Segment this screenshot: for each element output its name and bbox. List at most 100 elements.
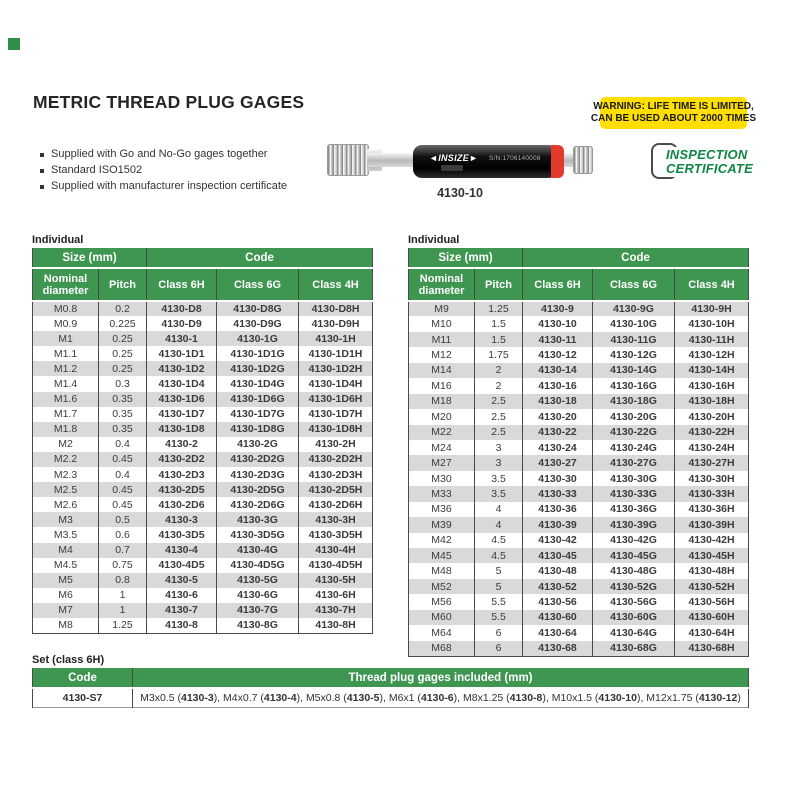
set-col-code: Code xyxy=(32,668,133,689)
inspection-certificate-logo: INSPECTION CERTIFICATE xyxy=(651,143,763,181)
code-cell: 4130-2D3 xyxy=(146,467,218,483)
code-cell: 4130-3G xyxy=(216,512,300,528)
code-cell: 4130-D8H xyxy=(298,301,374,317)
bullet-icon xyxy=(40,152,44,157)
code-cell: 4130-12G xyxy=(592,347,676,363)
pitch-cell: 5 xyxy=(473,578,524,595)
code-cell: 4130-64G xyxy=(592,625,676,641)
set-table: Code Thread plug gages included (mm) 413… xyxy=(32,668,749,708)
code-cell: 4130-2D3H xyxy=(298,467,374,483)
code-cell: 4130-11H xyxy=(674,331,750,348)
code-cell: 4130-16H xyxy=(674,378,750,394)
individual-table-left: Size (mm) Code Nominal diameter Pitch Cl… xyxy=(31,248,374,634)
set-items: M3x0.5 (4130-3), M4x0.7 (4130-4), M5x0.8… xyxy=(132,688,749,707)
code-cell: 4130-7G xyxy=(216,602,300,618)
code-cell: 4130-2D2G xyxy=(216,451,300,468)
code-cell: 4130-10 xyxy=(522,316,594,332)
code-cell: 4130-6G xyxy=(216,587,300,603)
included-gage-code: 4130-5 xyxy=(346,691,380,704)
pitch-cell: 2 xyxy=(473,362,524,379)
included-gage-code: 4130-10 xyxy=(598,691,637,704)
included-gage-code: 4130-4 xyxy=(263,691,297,704)
code-cell: 4130-24 xyxy=(522,439,594,456)
code-cell: 4130-27G xyxy=(592,455,676,471)
nominal-diameter-cell: M16 xyxy=(408,378,475,394)
warning-line-2: CAN BE USED ABOUT 2000 TIMES xyxy=(590,113,757,124)
set-data-row: 4130-S7 M3x0.5 (4130-3), M4x0.7 (4130-4)… xyxy=(32,688,749,707)
code-cell: 4130-11G xyxy=(592,331,676,348)
included-gage-code: 4130-8 xyxy=(509,691,543,704)
table-row: M2.3 0.4 4130-2D3 4130-2D3G 4130-2D3H xyxy=(32,467,374,483)
pitch-cell: 4.5 xyxy=(473,548,524,564)
right-tbody: M9 1.25 4130-9 4130-9G 4130-9H M10 1.5 4130-10 4… xyxy=(408,301,750,657)
nominal-diameter-cell: M14 xyxy=(408,362,475,379)
page-title: METRIC THREAD PLUG GAGES xyxy=(33,92,305,112)
nominal-diameter-cell: M12 xyxy=(408,347,475,363)
bullet-icon xyxy=(40,184,44,189)
table-row: M14 2 4130-14 4130-14G 4130-14H xyxy=(408,362,750,379)
thread-plug-gage-image: ◄INSIZE► S/N:1706140008 4130-10 xyxy=(327,138,593,202)
nominal-diameter-cell: M10 xyxy=(408,316,475,332)
table-row: M0.9 0.225 4130-D9 4130-D9G 4130-D9H xyxy=(32,316,374,332)
pitch-cell: 0.25 xyxy=(97,346,148,362)
corner-mark xyxy=(8,38,20,50)
code-cell: 4130-24H xyxy=(674,439,750,456)
code-cell: 4130-14 xyxy=(522,362,594,379)
code-cell: 4130-5G xyxy=(216,572,300,588)
pitch-cell: 5.5 xyxy=(473,594,524,610)
col-class-6h: Class 6H xyxy=(522,268,594,302)
set-code-cell: 4130-S7 xyxy=(32,688,133,707)
table-row: M2.5 0.45 4130-2D5 4130-2D5G 4130-2D5H xyxy=(32,482,374,498)
size-group-header: Size (mm) xyxy=(407,248,524,269)
code-cell: 4130-14H xyxy=(674,362,750,379)
product-code-caption: 4130-10 xyxy=(437,186,483,200)
code-cell: 4130-1D4H xyxy=(298,376,374,392)
code-cell: 4130-56G xyxy=(592,594,676,610)
pitch-cell: 0.45 xyxy=(97,451,148,468)
nominal-diameter-cell: M52 xyxy=(408,578,475,595)
code-cell: 4130-20G xyxy=(592,409,676,425)
pitch-cell: 0.5 xyxy=(97,512,148,528)
code-cell: 4130-39H xyxy=(674,517,750,533)
col-class-6g: Class 6G xyxy=(592,268,676,302)
nominal-diameter-cell: M1.4 xyxy=(32,376,99,392)
pitch-cell: 0.225 xyxy=(97,316,148,332)
nominal-diameter-cell: M1.1 xyxy=(32,346,99,362)
code-cell: 4130-48G xyxy=(592,563,676,579)
code-cell: 4130-36 xyxy=(522,501,594,518)
code-cell: 4130-D9H xyxy=(298,316,374,332)
pitch-cell: 1.5 xyxy=(473,316,524,332)
code-cell: 4130-9 xyxy=(522,301,594,317)
feature-text: Supplied with Go and No-Go gages togethe… xyxy=(51,148,268,160)
code-cell: 4130-30 xyxy=(522,470,594,487)
table-row: M24 3 4130-24 4130-24G 4130-24H xyxy=(408,439,750,456)
nominal-diameter-cell: M11 xyxy=(408,331,475,348)
nominal-diameter-cell: M9 xyxy=(408,301,475,317)
code-cell: 4130-14G xyxy=(592,362,676,379)
code-cell: 4130-2 xyxy=(146,436,218,452)
nominal-diameter-cell: M4.5 xyxy=(32,557,99,573)
pitch-cell: 0.3 xyxy=(97,376,148,392)
code-cell: 4130-2D6 xyxy=(146,497,218,513)
code-cell: 4130-D8 xyxy=(146,301,218,317)
code-cell: 4130-8G xyxy=(216,617,300,634)
warning-label: WARNING: LIFE TIME IS LIMITED, CAN BE US… xyxy=(591,97,756,129)
table-row: M33 3.5 4130-33 4130-33G 4130-33H xyxy=(408,486,750,502)
code-cell: 4130-2D6G xyxy=(216,497,300,513)
nominal-diameter-cell: M6 xyxy=(32,587,99,603)
code-cell: 4130-2D2H xyxy=(298,451,374,468)
code-cell: 4130-6H xyxy=(298,587,374,603)
table-row: M1 0.25 4130-1 4130-1G 4130-1H xyxy=(32,331,374,347)
certificate-line-1: INSPECTION xyxy=(666,147,748,162)
code-cell: 4130-22 xyxy=(522,424,594,440)
code-cell: 4130-39G xyxy=(592,517,676,533)
nominal-diameter-cell: M2.3 xyxy=(32,467,99,483)
code-cell: 4130-52H xyxy=(674,578,750,595)
column-header-row: Nominal diameter Pitch Class 6H Class 6G… xyxy=(408,268,750,302)
feature-item: Standard ISO1502 xyxy=(40,164,287,177)
table-row: M60 5.5 4130-60 4130-60G 4130-60H xyxy=(408,609,750,626)
pitch-cell: 0.2 xyxy=(97,301,148,317)
nominal-diameter-cell: M2.2 xyxy=(32,451,99,468)
code-cell: 4130-3 xyxy=(146,512,218,528)
pitch-cell: 2.5 xyxy=(473,409,524,425)
